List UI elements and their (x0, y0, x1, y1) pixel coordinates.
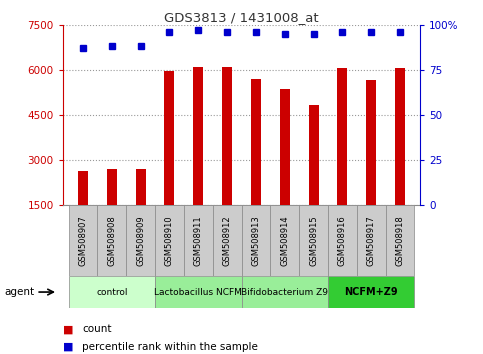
Bar (395, 68, 405, 205)
Text: GSM508913: GSM508913 (252, 215, 260, 266)
Bar (251, 79, 261, 205)
Bar (213, 205, 242, 276)
Bar (155, 276, 242, 308)
Text: GSM508908: GSM508908 (107, 215, 116, 266)
Bar (184, 205, 213, 276)
Bar (69, 205, 98, 276)
Text: GSM508918: GSM508918 (396, 215, 405, 266)
Text: GSM508907: GSM508907 (78, 215, 87, 266)
Text: GSM508916: GSM508916 (338, 215, 347, 266)
Bar (385, 205, 414, 276)
Text: Bifidobacterium Z9: Bifidobacterium Z9 (241, 287, 328, 297)
Bar (193, 67, 203, 205)
Bar (126, 205, 155, 276)
Text: GDS3813 / 1431008_at: GDS3813 / 1431008_at (164, 11, 319, 24)
Text: control: control (96, 287, 128, 297)
Bar (242, 276, 328, 308)
Bar (136, 169, 146, 205)
Bar (69, 276, 155, 308)
Text: GSM508912: GSM508912 (223, 215, 231, 266)
Bar (366, 80, 376, 205)
Bar (222, 67, 232, 205)
Bar (98, 205, 126, 276)
Text: percentile rank within the sample: percentile rank within the sample (82, 342, 258, 352)
Text: NCFM+Z9: NCFM+Z9 (344, 287, 398, 297)
Bar (337, 68, 347, 205)
Text: GSM508909: GSM508909 (136, 215, 145, 266)
Bar (78, 171, 88, 205)
Text: agent: agent (5, 287, 35, 297)
Bar (270, 205, 299, 276)
Text: count: count (82, 324, 112, 334)
Bar (299, 205, 328, 276)
Text: GSM508917: GSM508917 (367, 215, 376, 266)
Bar (357, 205, 385, 276)
Bar (164, 72, 174, 205)
Bar (309, 104, 319, 205)
Bar (155, 205, 184, 276)
Text: Lactobacillus NCFM: Lactobacillus NCFM (155, 287, 242, 297)
Bar (328, 205, 357, 276)
Text: GSM508915: GSM508915 (309, 215, 318, 266)
Text: ■: ■ (63, 324, 77, 334)
Text: GSM508914: GSM508914 (280, 215, 289, 266)
Bar (242, 205, 270, 276)
Text: GSM508911: GSM508911 (194, 215, 203, 266)
Bar (328, 276, 414, 308)
Bar (107, 169, 117, 205)
Text: ■: ■ (63, 342, 77, 352)
Text: GSM508910: GSM508910 (165, 215, 174, 266)
Bar (280, 90, 290, 205)
